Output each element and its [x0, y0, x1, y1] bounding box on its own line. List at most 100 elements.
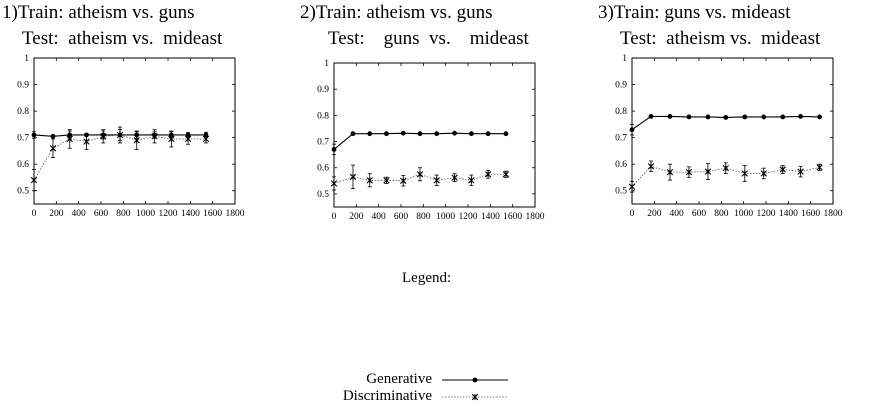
panel-2-discriminative-point	[416, 171, 424, 178]
panel-3-discriminative-point	[797, 168, 804, 175]
panel-2-title-line-1: 2)Train: atheism vs. guns	[300, 2, 493, 23]
panel-2-generative-point	[367, 131, 373, 137]
panel-3-xtick-label: 0	[630, 209, 635, 219]
panel-3-generative-point	[780, 114, 786, 120]
legend-label-generative: Generative	[366, 371, 432, 387]
panel-3-discriminative-point	[666, 168, 674, 176]
panel-1-discriminative-point	[184, 135, 192, 143]
panel-3-xtick-label: 1600	[801, 209, 820, 219]
panel-3-generative-point	[817, 114, 822, 120]
panel-1-discriminative-point	[133, 137, 140, 144]
panel-2-ytick-label: 0.9	[317, 85, 329, 95]
panel-2-plot-frame	[333, 62, 536, 208]
panel-1-xtick-label: 600	[94, 209, 109, 219]
panel-2-xtick-label: 1600	[503, 212, 522, 222]
panel-2-ytick-label: 1	[324, 59, 329, 69]
panel-3-title-line-2: Test: atheism vs. mideast	[620, 28, 821, 49]
panel-2-discriminative-point	[330, 180, 338, 187]
panel-1-title-line-1: 1)Train: atheism vs. guns	[2, 2, 195, 23]
panel-3-discriminative-point	[685, 168, 693, 176]
panel-1-ytick-label: 1	[24, 54, 29, 64]
panel-3-ytick-label: 0.7	[615, 134, 627, 144]
panel-1-discriminative-point	[30, 176, 38, 184]
panel-3-discriminative-line	[631, 165, 820, 188]
legend-sample-generative-point	[472, 377, 478, 383]
panel-2-xtick-label: 0	[332, 212, 337, 222]
panel-3-xtick-label: 1200	[757, 209, 776, 219]
panel-2-xtick-label: 1800	[526, 212, 545, 222]
panel-3-ytick-label: 0.9	[615, 81, 627, 91]
panel-2-xtick-label: 1400	[481, 212, 500, 222]
panel-3-discriminative-point	[704, 168, 712, 175]
panel-2-generative-point	[485, 131, 491, 137]
panel-2-discriminative-line	[333, 173, 506, 184]
panel-1-discriminative-point	[116, 131, 124, 139]
panel-2-discriminative-point	[349, 173, 357, 181]
panel-1-discriminative-point	[151, 133, 158, 140]
panel-1-discriminative-point	[168, 135, 175, 143]
panel-3-xtick-label: 800	[714, 209, 729, 219]
panel-1-ytick-label: 0.8	[17, 107, 29, 117]
panel-2-generative-point	[384, 131, 389, 137]
panel-2-generative-point	[331, 147, 337, 152]
panel-1-generative-point	[50, 133, 56, 139]
panel-3-ytick-label: 0.5	[615, 187, 627, 197]
panel-1-xtick-label: 0	[32, 209, 37, 219]
panel-1-ytick-label: 0.9	[17, 81, 29, 91]
panel-2-xtick-label: 800	[416, 212, 431, 222]
panel-1-ytick-label: 0.5	[17, 187, 29, 197]
panel-1-discriminative-point	[66, 135, 73, 143]
panel-2-title-line-2: Test: guns vs. mideast	[328, 28, 529, 49]
panel-3-discriminative-point	[760, 170, 767, 177]
panel-3-generative-point	[629, 127, 635, 133]
panel-3-generative-point	[705, 114, 711, 120]
panel-2-generative-point	[400, 130, 406, 136]
legend-heading: Legend:	[402, 270, 452, 286]
panel-3-discriminative-point	[816, 164, 823, 171]
panel-1-xtick-label: 800	[116, 209, 131, 219]
panel-2-discriminative-point	[366, 177, 373, 184]
panel-2-discriminative-point	[451, 174, 458, 181]
panel-3-title-line-1: 3)Train: guns vs. mideast	[598, 2, 791, 23]
panel-2-generative-point	[434, 131, 440, 137]
panel-1-discriminative-point	[83, 138, 90, 145]
legend-sample-discriminative-point	[471, 393, 479, 401]
panel-1-xtick-label: 1600	[203, 209, 222, 219]
panel-1-xtick-label: 1000	[136, 209, 155, 219]
panel-1-discriminative-line	[33, 134, 206, 181]
panel-3-ytick-label: 1	[622, 54, 627, 64]
panel-1-xtick-label: 1200	[159, 209, 178, 219]
panel-2-discriminative-point	[400, 177, 407, 185]
panel-2-discriminative-point	[484, 171, 492, 178]
panel-2-xtick-label: 400	[372, 212, 387, 222]
panel-2-ytick-label: 0.7	[317, 138, 329, 148]
panel-2-discriminative-point	[502, 171, 510, 178]
panel-3-generative-point	[686, 114, 692, 120]
panel-2-generative-point	[503, 131, 509, 137]
panel-1-xtick-label: 1400	[181, 209, 200, 219]
panel-1-xtick-label: 1800	[226, 209, 245, 219]
panel-3-ytick-label: 0.6	[615, 160, 627, 170]
panel-2-xtick-label: 600	[394, 212, 409, 222]
panel-3-discriminative-point	[779, 166, 786, 173]
panel-2-discriminative-point	[468, 177, 475, 184]
panel-2-generative-point	[417, 131, 423, 137]
panel-1-generative-point	[31, 132, 37, 138]
panel-2-xtick-label: 200	[349, 212, 364, 222]
panel-2-discriminative-point	[433, 177, 440, 184]
panel-3-generative-point	[761, 114, 767, 120]
panel-2-generative-point	[350, 131, 356, 137]
panel-1-discriminative-point	[49, 145, 57, 152]
panel-3-xtick-label: 1800	[824, 209, 843, 219]
panel-3-generative-point	[648, 114, 654, 119]
panel-3-xtick-label: 1000	[734, 209, 753, 219]
panel-1-ytick-label: 0.7	[17, 134, 29, 144]
panel-3-xtick-label: 600	[692, 209, 707, 219]
panel-3-xtick-label: 400	[670, 209, 685, 219]
legend-label-discriminative: Discriminative	[342, 388, 432, 404]
panel-1-title-line-2: Test: atheism vs. mideast	[22, 28, 223, 49]
panel-1-ytick-label: 0.6	[17, 160, 29, 170]
panel-2-ytick-label: 0.8	[317, 111, 329, 121]
panel-3-generative-point	[798, 114, 804, 119]
panel-3-ytick-label: 0.8	[615, 107, 627, 117]
